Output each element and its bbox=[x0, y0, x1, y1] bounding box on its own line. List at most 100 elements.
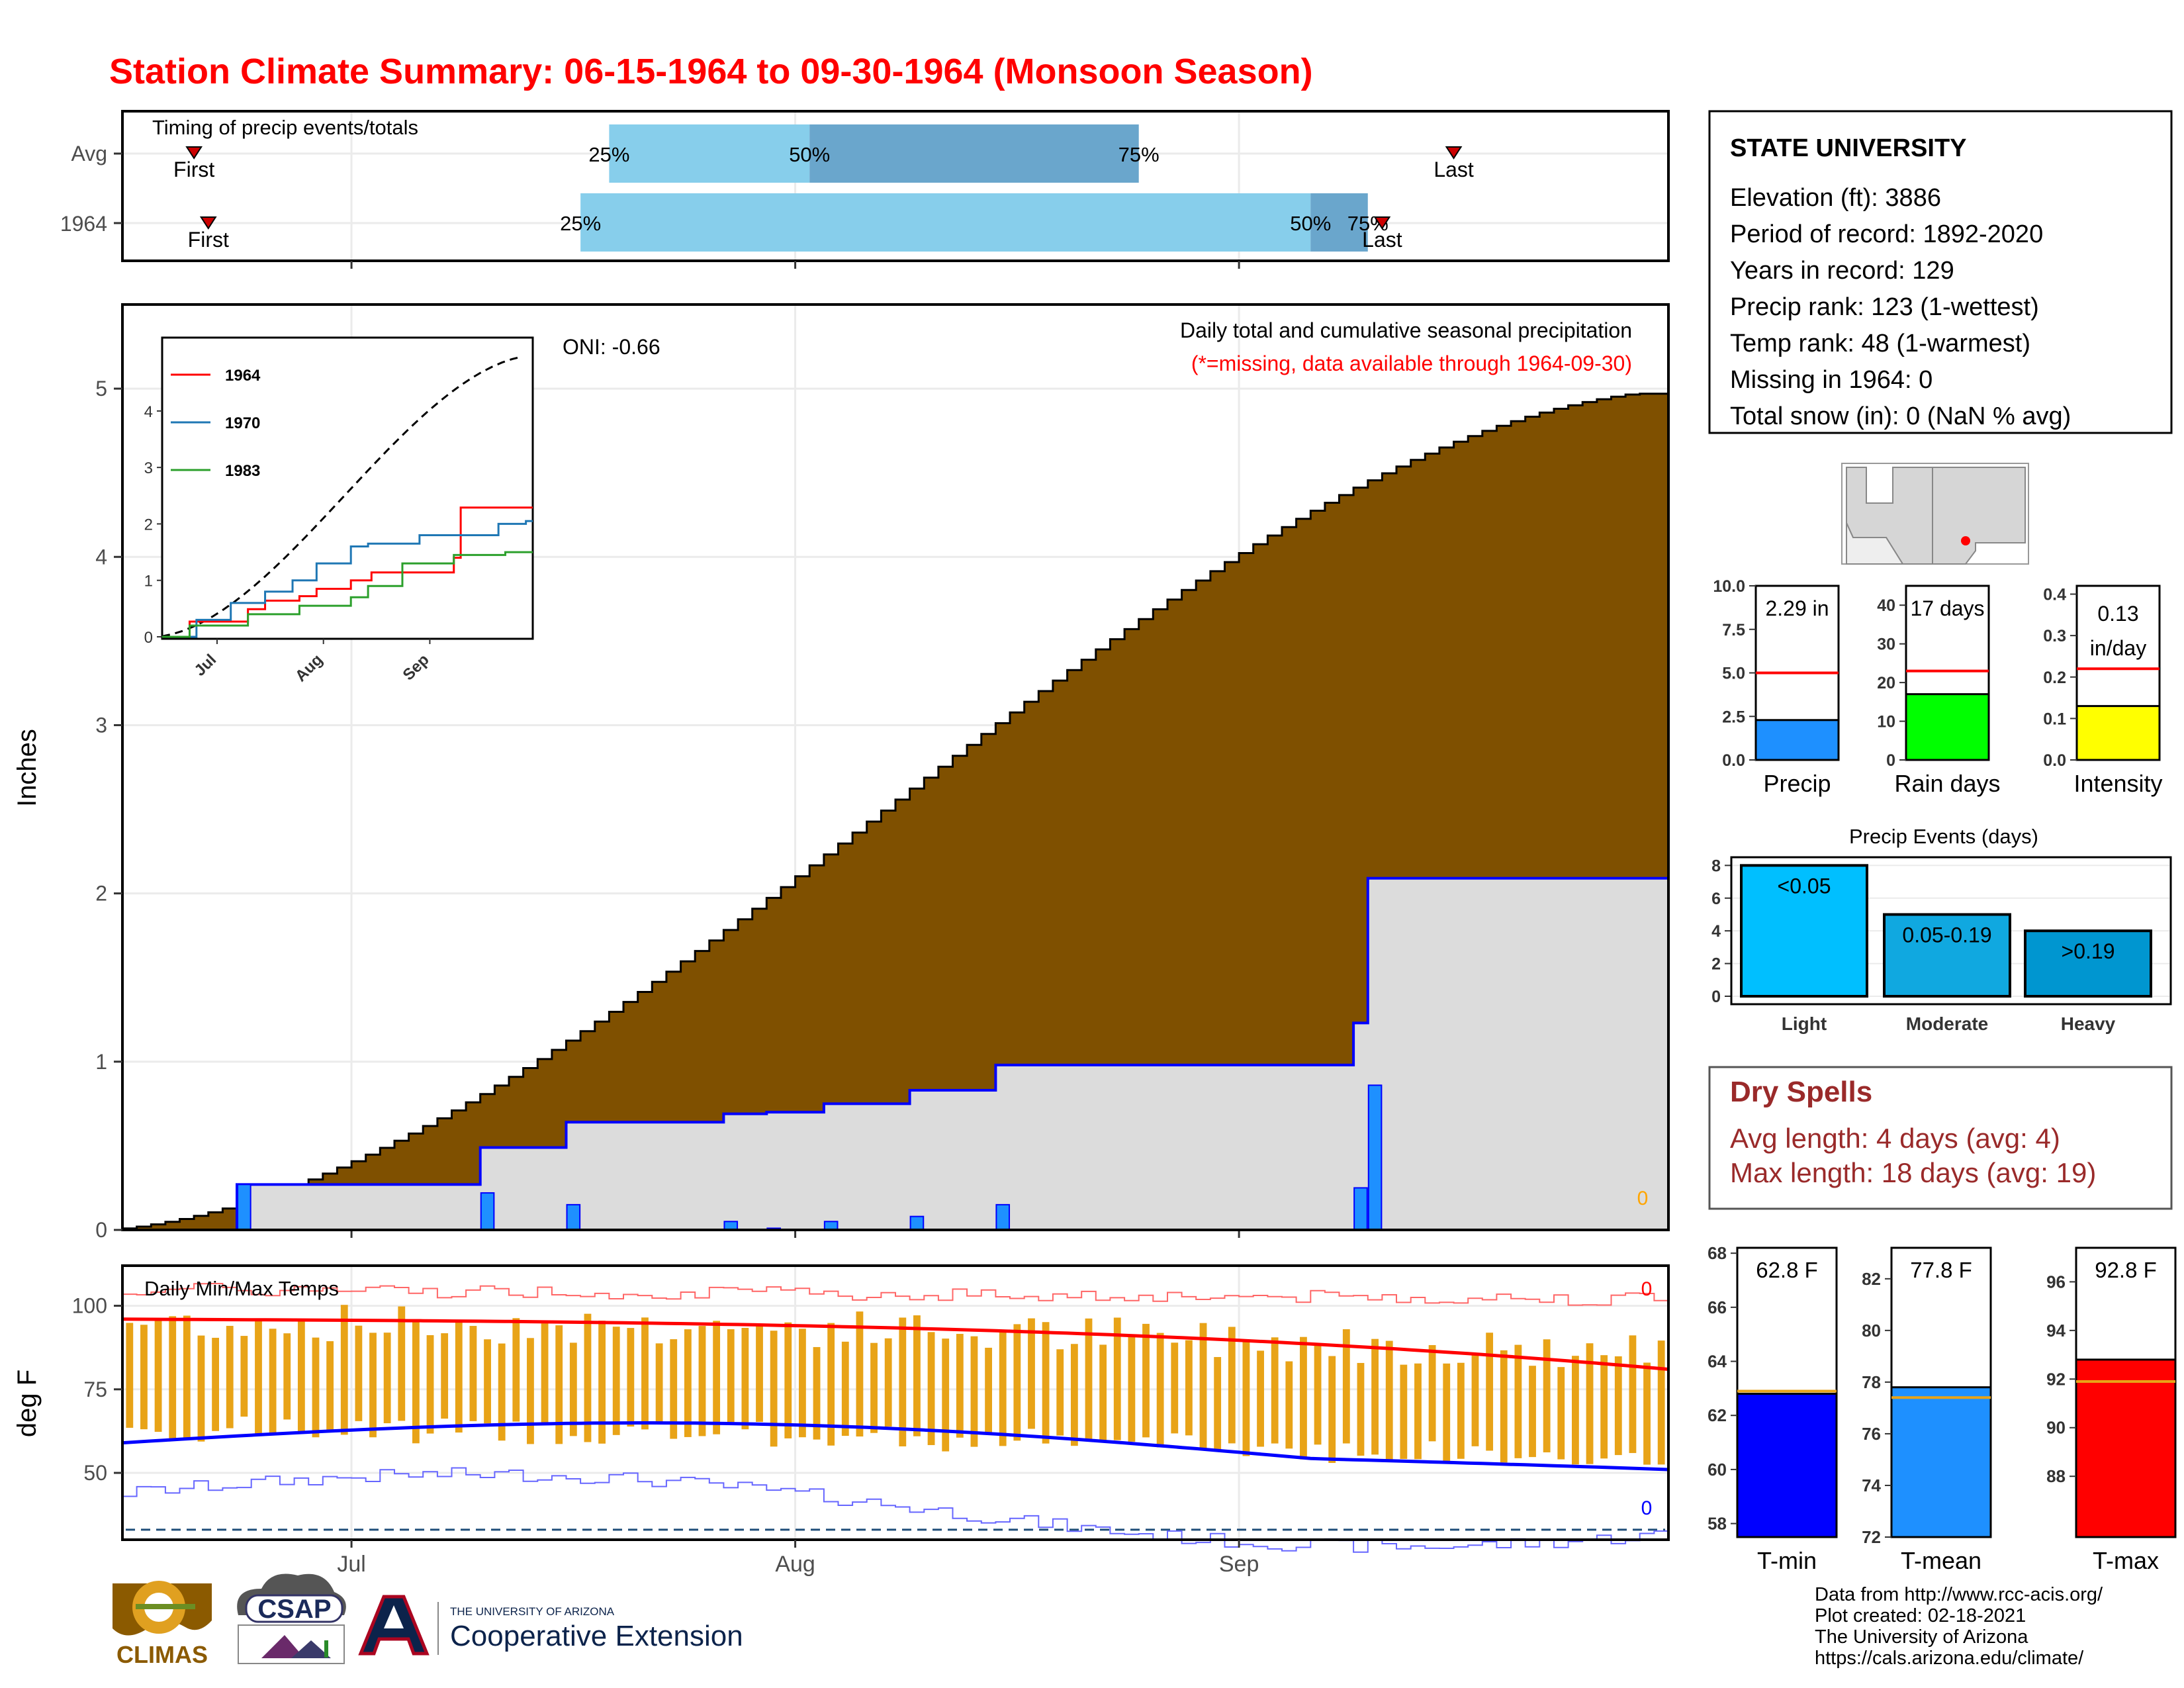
timing-bar-50-75 bbox=[809, 124, 1139, 183]
timing-first-label: First bbox=[173, 158, 214, 181]
temp-missing-max: 0 bbox=[1641, 1278, 1653, 1300]
timing-label-50: 50% bbox=[789, 143, 830, 166]
oni-label: ONI: -0.66 bbox=[563, 335, 660, 359]
daily-precip-bar bbox=[566, 1203, 581, 1231]
daily-temp-range-bar bbox=[1543, 1339, 1551, 1453]
inset-legend-label: 1970 bbox=[225, 414, 260, 432]
events-tick-label: 4 bbox=[1711, 922, 1721, 941]
daily-temp-range-bar bbox=[1428, 1344, 1436, 1442]
mini-bar-tick-label: 0.3 bbox=[2043, 627, 2066, 645]
daily-temp-range-bar bbox=[498, 1343, 506, 1441]
inset-avg-line bbox=[161, 355, 523, 637]
daily-precip-bar bbox=[1353, 1187, 1368, 1231]
events-bar bbox=[1883, 913, 2011, 998]
temp-bar-tick-label: 60 bbox=[1707, 1460, 1727, 1479]
daily-temp-range-bar bbox=[741, 1327, 749, 1430]
precip-y-tick-label: 2 bbox=[95, 882, 107, 906]
timing-row-avg: Avg bbox=[71, 142, 107, 165]
events-category-label: Moderate bbox=[1906, 1013, 1988, 1034]
coop-extension-text: Cooperative Extension bbox=[450, 1620, 743, 1652]
temp-bar-tick-label: 76 bbox=[1862, 1424, 1881, 1444]
temp-bar-tick-label: 96 bbox=[2046, 1272, 2066, 1291]
credits-block: Data from http://www.rcc-acis.org/Plot c… bbox=[1815, 1584, 2103, 1669]
timing-last-label: Last bbox=[1362, 228, 1402, 252]
events-tick-label: 2 bbox=[1711, 955, 1721, 974]
daily-temp-range-bar bbox=[1586, 1343, 1594, 1464]
station-info-line: Temp rank: 48 (1-warmest) bbox=[1730, 330, 2030, 357]
mini-bar-tick-label: 5.0 bbox=[1722, 665, 1745, 683]
mini-bar-tick-label: 10.0 bbox=[1713, 577, 1745, 596]
daily-temp-range-bar bbox=[1128, 1334, 1136, 1442]
daily-temp-range-bar bbox=[1142, 1323, 1150, 1438]
precip-missing-count: 0 bbox=[1637, 1188, 1649, 1209]
daily-temp-range-bar bbox=[1486, 1333, 1494, 1451]
daily-temp-range-bar bbox=[784, 1322, 792, 1438]
inset-legend-label: 1983 bbox=[225, 462, 260, 480]
temp-bar-tick-label: 80 bbox=[1862, 1321, 1881, 1340]
precip-panel-title: Daily total and cumulative seasonal prec… bbox=[1180, 318, 1632, 342]
daily-temp-range-bar bbox=[856, 1311, 864, 1437]
mini-bar-tick-label: 20 bbox=[1877, 674, 1895, 692]
csap-text: CSAP bbox=[257, 1595, 331, 1624]
daily-temp-range-bar bbox=[827, 1323, 835, 1446]
precip-panel-subtitle: (*=missing, data available through 1964-… bbox=[1191, 352, 1632, 375]
daily-temp-range-bar bbox=[297, 1319, 305, 1432]
temp-bar-tick-label: 58 bbox=[1707, 1514, 1727, 1534]
daily-temp-range-bar bbox=[312, 1337, 320, 1438]
daily-temp-range-bar bbox=[1185, 1340, 1193, 1436]
temp-bar-tick-label: 68 bbox=[1707, 1243, 1727, 1263]
station-info-line: Elevation (ft): 3886 bbox=[1730, 184, 1941, 212]
events-category-label: Heavy bbox=[2061, 1013, 2116, 1034]
daily-temp-range-bar bbox=[655, 1343, 663, 1423]
temp-bar-tick-label: 82 bbox=[1862, 1269, 1881, 1289]
temp-bar-tick-label: 62 bbox=[1707, 1405, 1727, 1425]
daily-temp-range-bar bbox=[1242, 1341, 1250, 1456]
events-category-label: Light bbox=[1782, 1013, 1827, 1034]
daily-temp-range-bar bbox=[569, 1342, 577, 1436]
daily-temp-range-bar bbox=[154, 1319, 162, 1432]
events-bar-label: 0.05-0.19 bbox=[1902, 923, 1991, 947]
daily-temp-range-bar bbox=[1328, 1356, 1336, 1464]
temp-bar-value-label: 77.8 F bbox=[1910, 1258, 1972, 1282]
daily-temp-range-bar bbox=[126, 1323, 134, 1428]
daily-temp-range-bar bbox=[355, 1325, 363, 1421]
daily-temp-range-bar bbox=[684, 1329, 692, 1437]
month-tick-label: Aug bbox=[775, 1552, 815, 1577]
temp-bar-value-label: 62.8 F bbox=[1756, 1258, 1818, 1282]
daily-temp-range-bar bbox=[527, 1338, 534, 1444]
temp-bar-value bbox=[2075, 1358, 2177, 1538]
avg-cumulative-precip-area bbox=[121, 393, 1670, 1231]
events-tick-label: 8 bbox=[1711, 857, 1721, 875]
daily-temp-range-bar bbox=[183, 1315, 191, 1439]
mini-bar-value bbox=[1905, 693, 1990, 761]
daily-temp-range-bar bbox=[927, 1332, 935, 1446]
daily-temp-range-bar bbox=[641, 1317, 649, 1430]
daily-temp-range-bar bbox=[1342, 1329, 1350, 1444]
daily-temp-range-bar bbox=[455, 1320, 463, 1433]
timing-last-marker bbox=[1445, 146, 1463, 160]
mini-bar-tick-label: 0 bbox=[1886, 751, 1895, 770]
mini-bar-tick-label: 2.5 bbox=[1722, 708, 1745, 726]
events-bar-label: <0.05 bbox=[1778, 874, 1831, 898]
timing-title: Timing of precip events/totals bbox=[152, 116, 418, 139]
daily-temp-range-bar bbox=[713, 1321, 721, 1434]
temp-bar-tick-label: 88 bbox=[2046, 1466, 2066, 1486]
daily-temp-range-bar bbox=[1657, 1340, 1665, 1465]
daily-temp-range-bar bbox=[598, 1321, 606, 1444]
timing-first-label: First bbox=[188, 228, 229, 252]
mini-bar-tick-label: 30 bbox=[1877, 635, 1895, 654]
temp-panel: Daily Min/Max Temps 0 0 50 75 100 deg F bbox=[13, 1264, 1670, 1553]
precip-y-tick-label: 4 bbox=[95, 545, 107, 569]
dry-spells-box: Dry Spells Avg length: 4 days (avg: 4) M… bbox=[1708, 1066, 2173, 1210]
cumulative-1964-line bbox=[122, 876, 1668, 1231]
avg-max-temp-line bbox=[122, 1317, 1669, 1371]
timing-first-marker bbox=[199, 216, 217, 230]
temp-bar-tick-label: 92 bbox=[2046, 1369, 2066, 1389]
daily-temp-range-bar bbox=[1385, 1340, 1393, 1462]
daily-temp-range-bar bbox=[555, 1325, 563, 1444]
station-info-line: Years in record: 129 bbox=[1730, 257, 1954, 285]
temp-bar-label: T-min bbox=[1757, 1547, 1817, 1574]
daily-temp-range-bar bbox=[1400, 1364, 1408, 1459]
daily-temp-range-bar bbox=[1471, 1355, 1479, 1446]
